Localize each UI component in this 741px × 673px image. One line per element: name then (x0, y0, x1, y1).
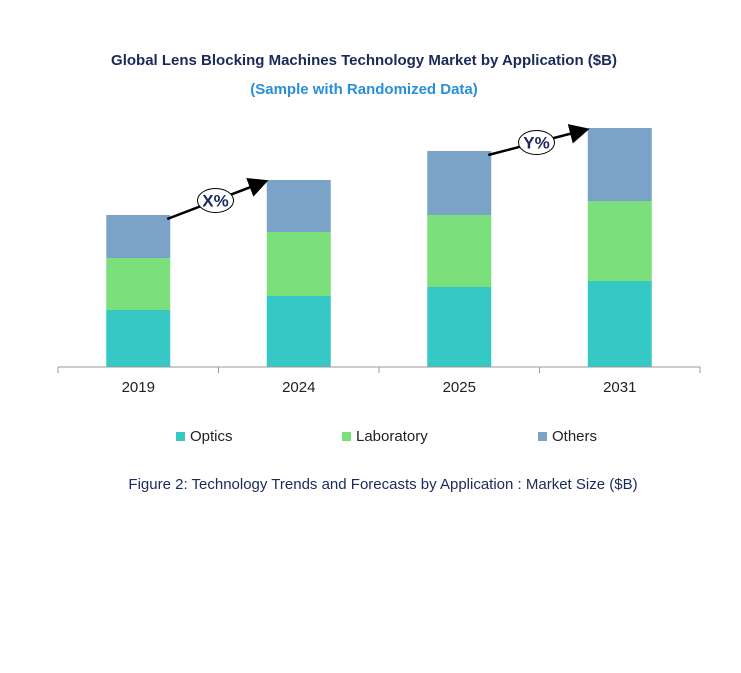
legend-label: Others (552, 428, 598, 445)
legend-label: Laboratory (356, 428, 428, 445)
bar-others-2019 (106, 215, 171, 258)
bar-laboratory-2031 (587, 201, 652, 281)
legend-item-others: Others (538, 428, 597, 445)
legend-swatch (342, 432, 351, 441)
bar-others-2031 (587, 128, 652, 201)
x-tick-label: 2019 (122, 379, 155, 396)
legend-swatch (176, 432, 185, 441)
bar-others-2025 (427, 151, 492, 215)
legend-swatch (538, 432, 547, 441)
bar-optics-2019 (106, 310, 171, 367)
growth-label-bubble (197, 188, 234, 213)
growth-label: Y% (523, 134, 549, 153)
figure-caption: Figure 2: Technology Trends and Forecast… (128, 476, 638, 493)
growth-label: X% (202, 192, 228, 211)
bar-laboratory-2019 (106, 258, 171, 310)
bar-laboratory-2025 (427, 215, 492, 287)
legend-label: Optics (190, 428, 233, 445)
legend-item-optics: Optics (176, 428, 233, 445)
bar-others-2024 (266, 180, 331, 232)
chart-subtitle: (Sample with Randomized Data) (250, 81, 478, 98)
bar-optics-2025 (427, 287, 492, 367)
legend-item-laboratory: Laboratory (342, 428, 428, 445)
x-tick-label: 2031 (603, 379, 636, 396)
chart-title: Global Lens Blocking Machines Technology… (111, 52, 617, 69)
growth-label-bubble (518, 130, 555, 155)
bar-optics-2031 (587, 281, 652, 367)
bar-optics-2024 (266, 296, 331, 367)
x-tick-label: 2025 (443, 379, 476, 396)
bar-laboratory-2024 (266, 232, 331, 296)
x-tick-label: 2024 (282, 379, 315, 396)
